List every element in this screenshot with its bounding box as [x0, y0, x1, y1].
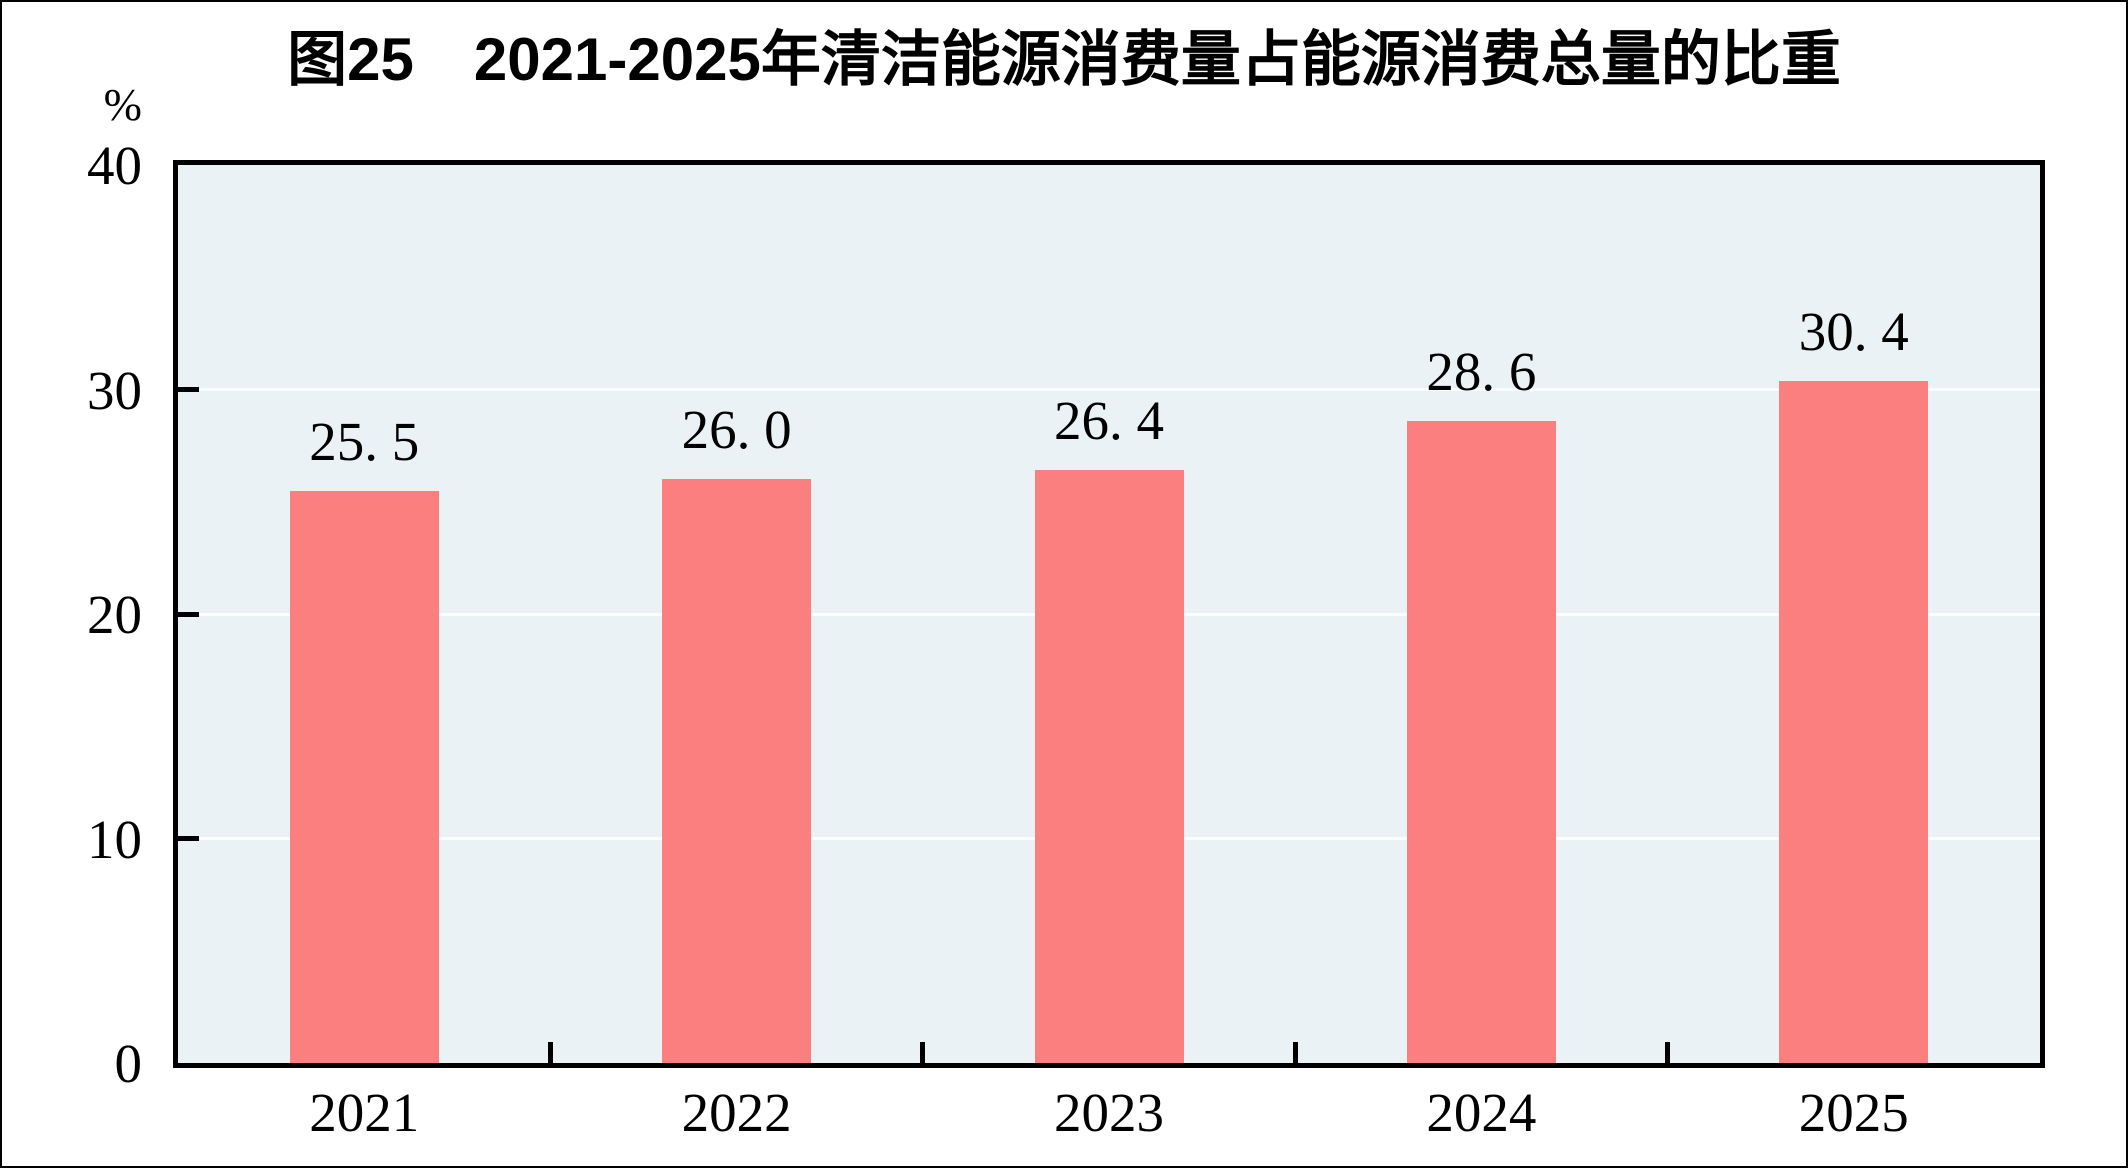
x-axis-label-2024: 2024 [1426, 1082, 1537, 1143]
y-axis-label-10: 10 [87, 808, 142, 870]
plot-area: 25. 5 26. 0 26. 4 28. 6 30. 4 [173, 160, 2045, 1068]
y-axis-label-40: 40 [87, 135, 142, 196]
y-axis-tick-30 [178, 387, 199, 392]
y-axis-unit-label: % [103, 79, 142, 130]
x-axis-tick-2 [920, 1042, 926, 1063]
value-label-2024: 28. 6 [1426, 340, 1537, 402]
value-label-2021: 25. 5 [309, 410, 420, 472]
bar-2025 [1779, 380, 1929, 1063]
gridline-30 [178, 388, 2040, 391]
y-axis-label-0: 0 [114, 1033, 143, 1094]
x-axis-tick-3 [1292, 1042, 1298, 1063]
y-axis-label-20: 20 [87, 584, 142, 645]
plot-inner: 25. 5 26. 0 26. 4 28. 6 30. 4 [178, 165, 2040, 1063]
y-axis-tick-10 [178, 836, 199, 841]
bar-2021 [289, 490, 439, 1063]
x-axis-label-2021: 2021 [309, 1082, 420, 1143]
x-axis-tick-4 [1665, 1042, 1671, 1063]
x-axis-tick-1 [547, 1042, 553, 1063]
bar-2022 [662, 479, 812, 1063]
x-axis-label-2023: 2023 [1054, 1082, 1164, 1143]
value-label-2025: 30. 4 [1798, 300, 1909, 362]
y-axis-tick-20 [178, 611, 199, 617]
y-axis-label-30: 30 [87, 359, 142, 421]
chart-title: 图25 2021-2025年清洁能源消费量占能源消费总量的比重 [287, 26, 1841, 93]
value-label-2022: 26. 0 [681, 399, 792, 461]
bar-2024 [1406, 420, 1556, 1063]
x-axis-label-2025: 2025 [1798, 1082, 1909, 1143]
x-axis-label-2022: 2022 [681, 1082, 792, 1143]
bar-2023 [1034, 470, 1184, 1063]
value-label-2023: 26. 4 [1054, 390, 1164, 452]
